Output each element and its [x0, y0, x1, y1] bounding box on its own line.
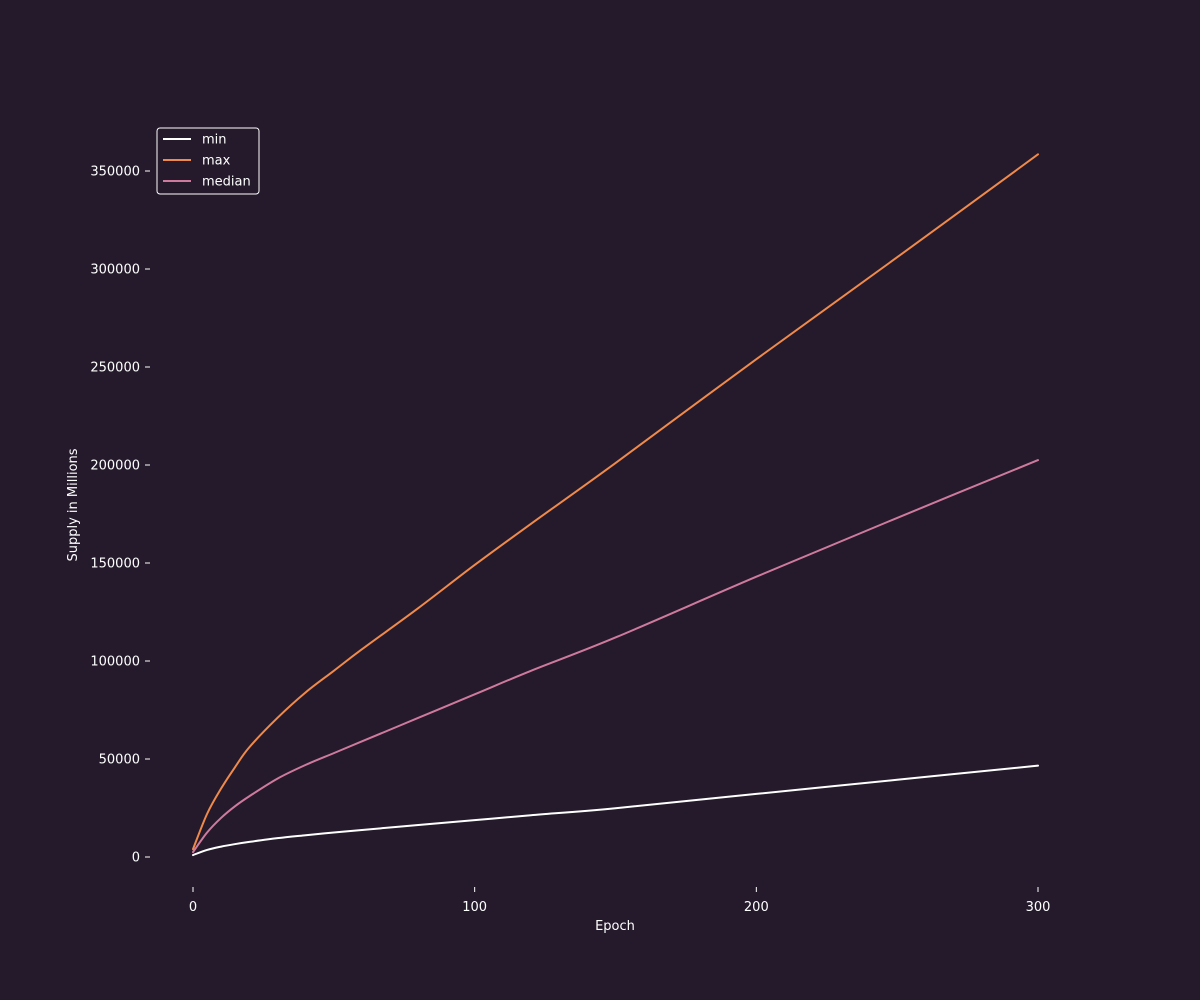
legend-frame — [156, 127, 260, 195]
series-line-min — [192, 764, 1039, 857]
x-axis-label: Epoch — [595, 919, 635, 934]
y-tick-label: 150000 — [90, 557, 140, 572]
series-line-median — [192, 459, 1039, 854]
x-tick-label: 200 — [744, 900, 769, 915]
legend-label-min: min — [202, 133, 227, 148]
y-tick-label: 300000 — [90, 263, 140, 278]
x-axis-ticks: 0 100 200 300 — [189, 887, 1051, 915]
y-tick-label: 200000 — [90, 459, 140, 474]
x-tick-label: 0 — [189, 900, 197, 915]
y-tick-label: 50000 — [99, 753, 140, 768]
series-line-max — [192, 153, 1039, 851]
y-axis-ticks: 0 50000 100000 150000 200000 250000 300000 3500… — [90, 165, 150, 866]
legend-label-median: median — [202, 175, 251, 190]
y-axis-label: Supply in Millions — [66, 448, 81, 561]
legend-label-max: max — [202, 154, 231, 169]
y-tick-label: 250000 — [90, 361, 140, 376]
y-tick-label: 350000 — [90, 165, 140, 180]
x-tick-label: 100 — [462, 900, 487, 915]
series-lines — [192, 153, 1039, 857]
x-tick-label: 300 — [1026, 900, 1051, 915]
y-tick-label: 0 — [132, 851, 140, 866]
legend: min max median — [156, 127, 260, 195]
y-tick-label: 100000 — [90, 655, 140, 670]
